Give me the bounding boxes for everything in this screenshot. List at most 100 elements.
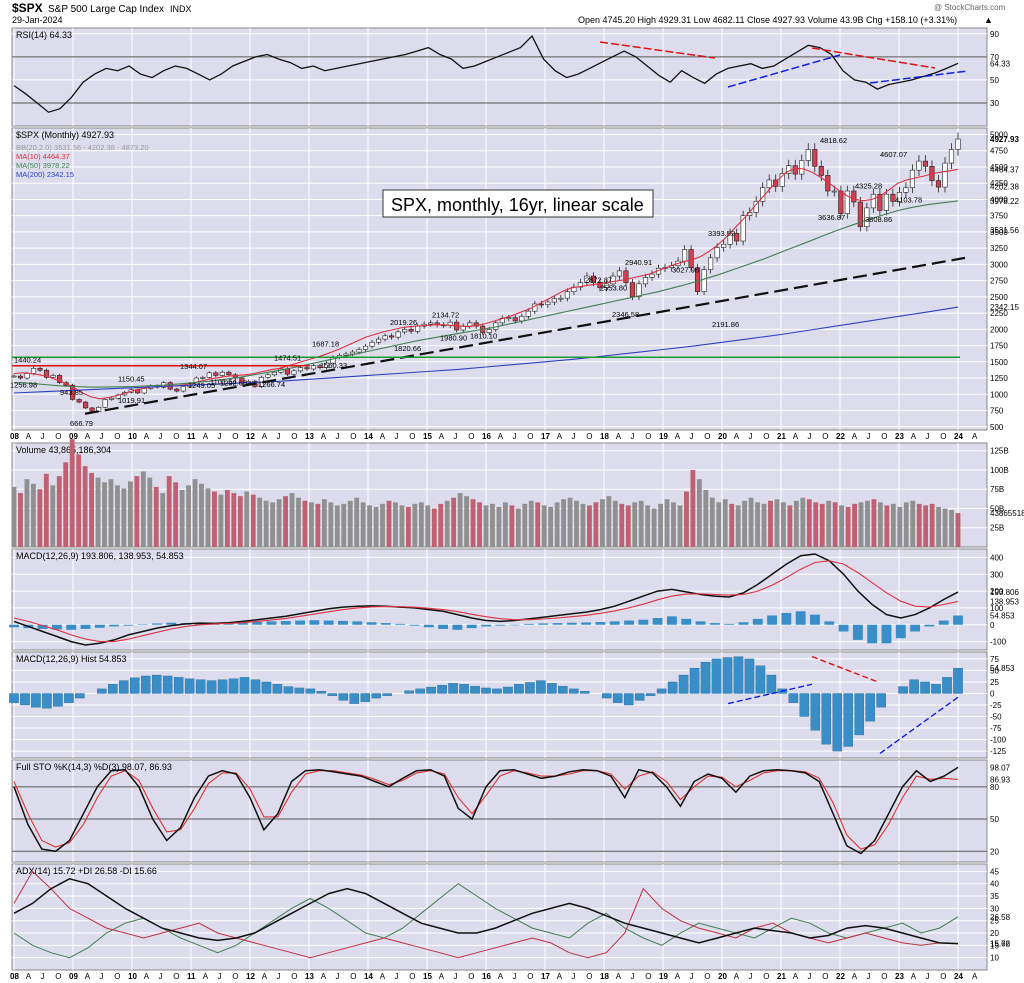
x-month-label: J — [749, 432, 753, 441]
macd-hist-bar — [295, 620, 305, 625]
volume-bar — [334, 505, 340, 547]
candle-body — [43, 369, 50, 378]
hist-bar — [97, 688, 107, 694]
x-month-label: O — [645, 432, 651, 441]
candle-body — [304, 367, 310, 370]
panel-background — [11, 548, 988, 651]
candle-body — [896, 191, 902, 202]
y-tick-label: 750 — [990, 407, 1004, 416]
volume-bar — [399, 505, 405, 547]
y-tick-label: 25 — [990, 917, 999, 926]
volume-bar — [684, 491, 689, 547]
symbol-name: S&P 500 Large Cap Index — [48, 4, 164, 15]
x-month-label: O — [586, 432, 592, 441]
y-tick-label: -125 — [990, 747, 1007, 756]
macd-hist-bar — [795, 611, 806, 625]
hist-bar — [382, 693, 392, 696]
x-year-label: 09 — [69, 972, 78, 981]
y-tick-label: 50B — [990, 504, 1004, 513]
candle-body — [701, 269, 707, 292]
macd-value-label: 54.853 — [990, 612, 1015, 621]
volume-bar — [95, 477, 101, 547]
volume-bar — [367, 505, 373, 547]
volume-bar — [587, 505, 592, 547]
side-value-label: 4202.38 — [990, 182, 1019, 191]
candle-body — [395, 331, 401, 338]
macd-hist-bar — [566, 622, 577, 625]
hist-bar — [909, 679, 919, 694]
volume-bar — [716, 502, 722, 547]
candle-body — [362, 345, 369, 350]
price-label: 4607.07 — [880, 150, 907, 159]
macd-hist-bar — [695, 621, 706, 625]
macd-hist-bar — [581, 622, 592, 625]
macd-hist-bar — [309, 620, 320, 625]
x-month-label: O — [350, 972, 356, 981]
panel-macd-hist: 75 50 25 0 -25 -50 -75 -100 -125 MACD(12,26,9) Hi… — [9, 651, 1015, 759]
macd-hist-bar — [51, 624, 62, 630]
volume-bar — [645, 505, 651, 547]
hist-bar — [700, 661, 711, 694]
x-month-label: O — [527, 432, 533, 441]
macd-hist-bar — [910, 624, 921, 632]
x-month-label: J — [395, 432, 399, 441]
panel-macd: 400 300 200 100 0 -100 MACD(12,26,9) 193.806, … — [9, 548, 1019, 651]
volume-bar — [470, 499, 476, 547]
x-month-label: J — [159, 432, 163, 441]
x-month-label: A — [85, 432, 91, 441]
volume-bar — [625, 505, 631, 547]
x-month-label: A — [793, 972, 799, 981]
y-tick-label: 3250 — [990, 244, 1008, 253]
volume-bar — [748, 497, 754, 547]
adx-value-label: 15.66 — [990, 940, 1011, 949]
macd-hist-bar — [252, 622, 263, 625]
price-label: 3636.87 — [818, 213, 845, 222]
candle-body — [408, 329, 414, 332]
x-month-label: O — [55, 972, 61, 981]
signal-line — [13, 560, 959, 643]
y-tick-label: 5000 — [990, 130, 1008, 139]
volume-bar — [567, 497, 573, 547]
candle-body — [812, 149, 818, 167]
price-label: 3027.98 — [672, 266, 699, 275]
candle-body — [779, 173, 785, 187]
volume-bar — [793, 500, 799, 547]
y-tick-label: 0 — [990, 689, 995, 698]
volume-bar — [826, 500, 832, 547]
volume-bar — [696, 479, 702, 547]
panel-background — [11, 863, 988, 971]
volume-bar — [108, 479, 114, 547]
panel-title: MACD(12,26,9) Hist 54.853 — [16, 654, 127, 664]
y-tick-label: 0 — [990, 621, 995, 630]
macd-hist-bar — [924, 624, 935, 627]
candle-body — [688, 249, 694, 268]
macd-hist-bar — [423, 624, 434, 628]
volume-bar — [199, 483, 204, 547]
volume-bar — [735, 505, 741, 547]
x-month-label: J — [572, 972, 576, 981]
y-tick-label: 200 — [990, 587, 1004, 596]
x-month-label: O — [232, 972, 238, 981]
macd-hist-bar — [509, 624, 520, 626]
hist-bar — [898, 686, 908, 694]
price-label: 4818.62 — [820, 136, 847, 145]
hist-bar — [558, 685, 568, 694]
volume-bar — [186, 485, 191, 547]
x-year-label: 15 — [423, 432, 432, 441]
y-tick-label: 100 — [990, 604, 1004, 613]
hist-bar — [283, 686, 294, 694]
x-year-label: 23 — [895, 972, 904, 981]
x-month-label: O — [645, 972, 651, 981]
volume-bar — [858, 502, 864, 547]
x-year-label: 10 — [128, 432, 137, 441]
volume-bar — [341, 503, 347, 547]
volume-bar — [18, 493, 23, 547]
hist-trend-blue — [727, 683, 813, 705]
candle-body — [714, 247, 720, 259]
volume-bar — [431, 508, 437, 547]
hist-bar — [492, 688, 502, 694]
hist-bar — [294, 687, 305, 694]
x-month-label: A — [557, 972, 563, 981]
hist-bar — [755, 665, 766, 694]
volume-bar — [63, 462, 69, 547]
